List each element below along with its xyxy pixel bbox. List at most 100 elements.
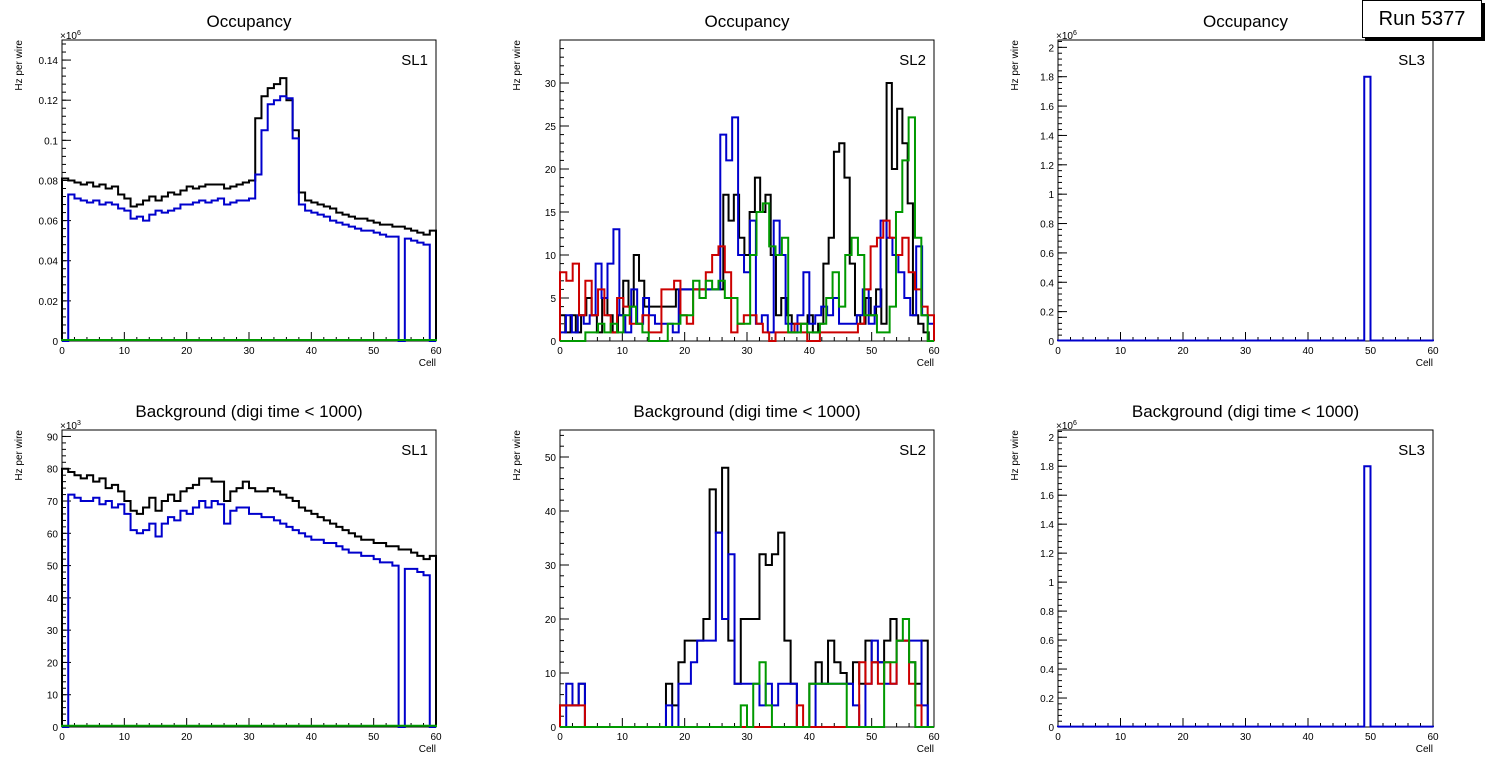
- superlayer-label: SL1: [401, 442, 428, 459]
- x-tick-label: 50: [368, 346, 380, 357]
- x-axis-label: Cell: [419, 358, 436, 369]
- x-axis-label: Cell: [917, 358, 934, 369]
- series-blue: [560, 531, 934, 728]
- x-tick-label: 0: [557, 346, 563, 357]
- x-tick-label: 50: [1365, 346, 1377, 357]
- y-tick-label: 1.4: [1040, 131, 1054, 142]
- x-tick-label: 10: [119, 732, 131, 743]
- y-tick-label: 80: [47, 465, 59, 476]
- y-tick-label: 2: [1048, 433, 1054, 444]
- y-tick-label: 0.8: [1040, 220, 1054, 231]
- y-tick-label: 0: [550, 337, 556, 348]
- series-blue: [62, 493, 436, 728]
- x-tick-label: 20: [679, 346, 691, 357]
- y-tick-label: 70: [47, 497, 59, 508]
- superlayer-label: SL3: [1398, 52, 1425, 69]
- y-tick-label: 0.6: [1040, 249, 1054, 260]
- series-black: [559, 466, 934, 728]
- y-tick-label: 1.8: [1040, 73, 1054, 84]
- y-tick-label: 0.8: [1040, 607, 1054, 618]
- x-axis-label: Cell: [1416, 358, 1433, 369]
- y-axis-label: Hz per wire: [1010, 40, 1021, 91]
- y-axis-exponent: 3: [77, 420, 81, 427]
- x-axis-label: Cell: [917, 744, 934, 755]
- series-green: [61, 724, 437, 727]
- x-tick-label: 60: [1427, 732, 1439, 743]
- series-blue: [1057, 465, 1434, 728]
- y-tick-label: 0: [52, 337, 58, 348]
- y-axis-exponent: 6: [1073, 30, 1077, 37]
- y-tick-label: 0.4: [1040, 665, 1054, 676]
- y-tick-label: 25: [545, 122, 557, 133]
- y-tick-label: 0.02: [39, 297, 59, 308]
- x-tick-label: 50: [368, 732, 380, 743]
- y-axis-multiplier: ×106: [60, 30, 81, 42]
- y-tick-label: 0.4: [1040, 278, 1054, 289]
- x-tick-label: 20: [679, 732, 691, 743]
- plot-frame: [559, 39, 935, 342]
- y-tick-label: 50: [47, 562, 59, 573]
- y-tick-label: 90: [47, 432, 59, 443]
- x-tick-label: 40: [306, 732, 318, 743]
- series-green: [61, 339, 437, 341]
- y-axis-label: Hz per wire: [14, 430, 25, 481]
- y-tick-label: 20: [545, 165, 557, 176]
- x-tick-label: 40: [306, 346, 318, 357]
- x-axis-label: Cell: [1416, 744, 1433, 755]
- x-tick-label: 30: [1240, 732, 1252, 743]
- x-tick-label: 20: [181, 346, 193, 357]
- y-tick-label: 0.2: [1040, 308, 1054, 319]
- panel-title: Background (digi time < 1000): [633, 402, 860, 421]
- y-tick-label: 50: [545, 453, 557, 464]
- y-axis-label: Hz per wire: [1010, 430, 1021, 481]
- x-tick-label: 20: [1177, 346, 1189, 357]
- y-tick-label: 0.2: [1040, 694, 1054, 705]
- x-tick-label: 0: [59, 732, 65, 743]
- x-tick-label: 30: [1240, 346, 1252, 357]
- series-green: [560, 618, 934, 728]
- series-blue: [559, 116, 935, 341]
- y-tick-label: 10: [545, 669, 557, 680]
- y-tick-label: 30: [545, 79, 557, 90]
- y-tick-label: 1.6: [1040, 491, 1054, 502]
- x-tick-label: 0: [557, 732, 563, 743]
- plot-frame: [61, 429, 437, 728]
- x-tick-label: 30: [741, 346, 753, 357]
- y-tick-label: 15: [545, 208, 557, 219]
- x-tick-label: 10: [1115, 346, 1127, 357]
- y-tick-label: 40: [545, 507, 557, 518]
- plot-frame: [1057, 429, 1434, 728]
- y-tick-label: 0.12: [39, 96, 59, 107]
- y-tick-label: 0.14: [39, 56, 59, 67]
- panel-title: Background (digi time < 1000): [1132, 402, 1359, 421]
- y-axis-label: Hz per wire: [512, 430, 523, 481]
- y-tick-label: 0.1: [44, 136, 58, 147]
- y-tick-label: 0: [550, 723, 556, 734]
- histogram-panel-5: Background (digi time < 1000) SL2 0 10 20 30 4…: [512, 402, 940, 755]
- series-green: [560, 116, 934, 342]
- x-tick-label: 30: [741, 732, 753, 743]
- y-tick-label: 0.08: [39, 176, 59, 187]
- y-tick-label: 10: [545, 251, 557, 262]
- run-number-label: Run 5377: [1362, 0, 1482, 38]
- x-tick-label: 40: [1302, 732, 1314, 743]
- y-tick-label: 0.06: [39, 217, 59, 228]
- series-black: [61, 467, 437, 727]
- y-tick-label: 1: [1048, 190, 1054, 201]
- x-tick-label: 0: [1055, 346, 1061, 357]
- x-tick-label: 60: [928, 732, 940, 743]
- x-tick-label: 10: [617, 732, 629, 743]
- y-tick-label: 1.6: [1040, 102, 1054, 113]
- y-tick-label: 1.8: [1040, 462, 1054, 473]
- y-tick-label: 5: [550, 294, 556, 305]
- y-tick-label: 1.2: [1040, 161, 1054, 172]
- x-tick-label: 40: [804, 346, 816, 357]
- superlayer-label: SL2: [899, 442, 926, 459]
- x-tick-label: 10: [119, 346, 131, 357]
- x-tick-label: 0: [59, 346, 65, 357]
- series-blue: [62, 95, 436, 342]
- x-tick-label: 40: [1302, 346, 1314, 357]
